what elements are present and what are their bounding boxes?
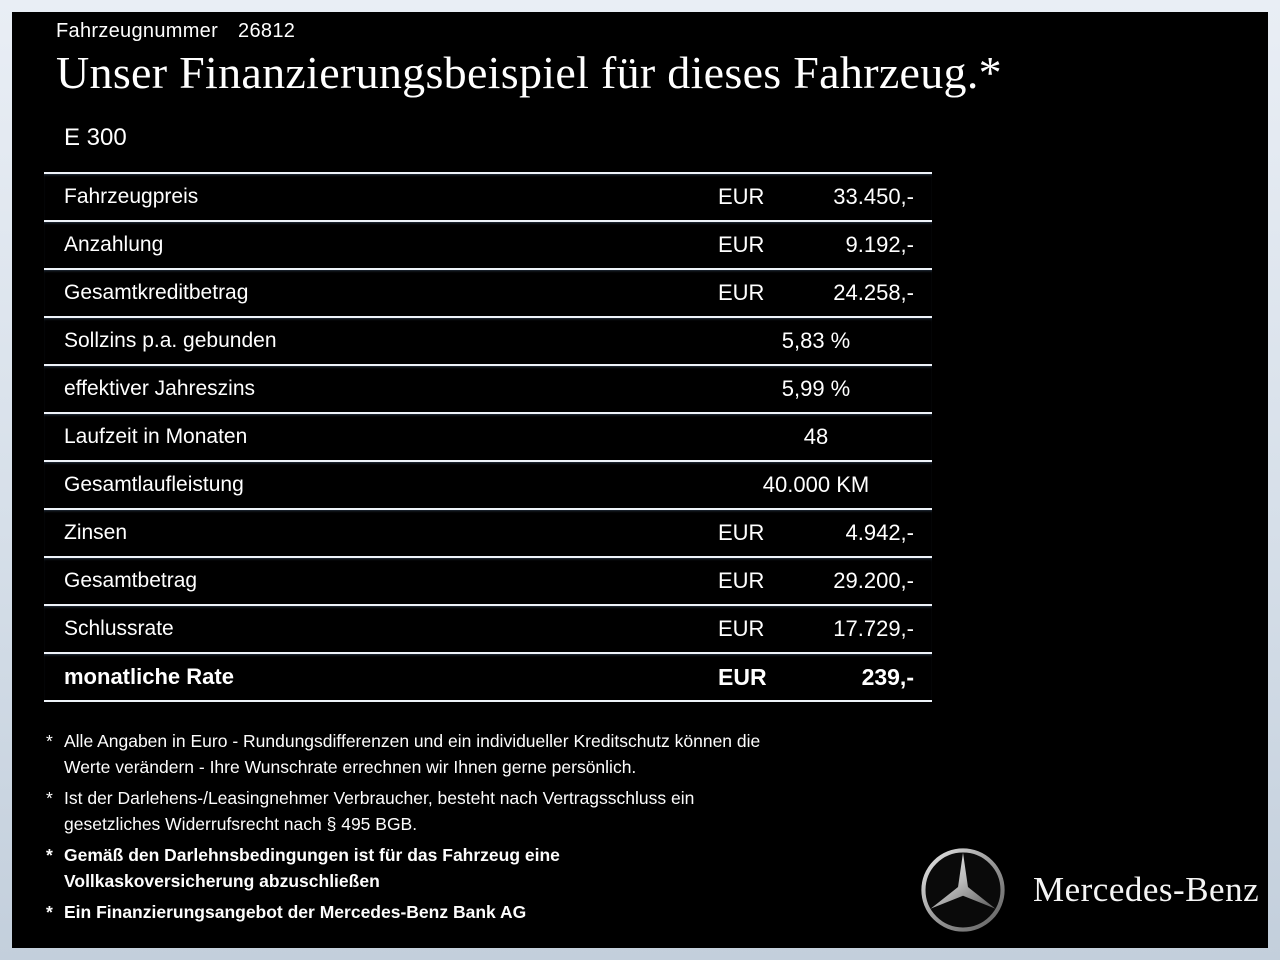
currency-code: EUR (718, 663, 767, 690)
brand: Mercedes-Benz (917, 844, 1259, 936)
currency-code: EUR (718, 280, 765, 305)
row-label: Schlussrate (64, 617, 174, 640)
footnote-marker: * (46, 731, 53, 751)
table-row: Anzahlung EUR 9.192,- (44, 220, 932, 268)
footnote: * Ein Finanzierungsangebot der Mercedes-… (46, 899, 951, 925)
table-row: Laufzeit in Monaten 48 (44, 412, 932, 460)
table-row: Gesamtlaufleistung 40.000 KM (44, 460, 932, 508)
finance-table: Fahrzeugpreis EUR 33.450,- Anzahlung EUR 9… (44, 172, 932, 702)
row-value: 9.192,- (845, 232, 915, 257)
footnote: * Gemäß den Darlehnsbedingungen ist für … (46, 842, 951, 894)
table-row: Gesamtbetrag EUR 29.200,- (44, 556, 932, 604)
currency-code: EUR (718, 232, 765, 257)
footnote-marker: * (46, 902, 53, 922)
row-value: 40.000 KM (762, 472, 870, 497)
row-label: Gesamtbetrag (64, 569, 198, 592)
finance-sheet: Fahrzeugnummer 26812 Unser Finanzierungsb… (12, 12, 1268, 948)
table-row-monthly-rate: monatliche Rate EUR 239,- (44, 652, 932, 700)
row-value: 29.200,- (833, 568, 914, 593)
currency-code: EUR (718, 520, 765, 545)
footnote-text: Gemäß den Darlehnsbedingungen ist für da… (64, 845, 560, 891)
table-row: effektiver Jahreszins 5,99 % (44, 364, 932, 412)
table-row: Schlussrate EUR 17.729,- (44, 604, 932, 652)
mercedes-star-icon (921, 848, 1005, 932)
vehicle-number-value: 26812 (238, 20, 296, 42)
row-label: Fahrzeugpreis (64, 185, 199, 208)
vehicle-number: Fahrzeugnummer 26812 (56, 20, 295, 43)
footnotes: * Alle Angaben in Euro - Rundungsdiffere… (46, 728, 951, 930)
row-value: 33.450,- (833, 184, 914, 209)
footnote: * Alle Angaben in Euro - Rundungsdiffere… (46, 728, 951, 780)
footnote-text: Ein Finanzierungsangebot der Mercedes-Be… (64, 902, 527, 922)
row-value: 17.729,- (833, 616, 914, 641)
currency-code: EUR (718, 184, 765, 209)
page-title: Unser Finanzierungsbeispiel für dieses F… (56, 47, 1002, 98)
row-label: monatliche Rate (64, 664, 234, 689)
vehicle-number-label: Fahrzeugnummer (56, 20, 219, 42)
row-label: Anzahlung (64, 233, 164, 256)
footnote-marker: * (46, 788, 53, 808)
table-row: Gesamtkreditbetrag EUR 24.258,- (44, 268, 932, 316)
row-label: Zinsen (64, 521, 128, 544)
row-label: Laufzeit in Monaten (64, 425, 248, 448)
currency-code: EUR (718, 568, 765, 593)
row-value: 48 (803, 424, 829, 449)
row-value: 239,- (861, 663, 914, 690)
row-label: Sollzins p.a. gebunden (64, 329, 277, 352)
table-row: Fahrzeugpreis EUR 33.450,- (44, 172, 932, 220)
model-name: E 300 (64, 124, 127, 151)
row-label: Gesamtlaufleistung (64, 473, 244, 496)
row-value: 5,83 % (781, 328, 851, 353)
row-label: Gesamtkreditbetrag (64, 281, 249, 304)
table-row: Zinsen EUR 4.942,- (44, 508, 932, 556)
footnote-text: Ist der Darlehens-/Leasingnehmer Verbrau… (64, 788, 695, 834)
currency-code: EUR (718, 616, 765, 641)
row-value: 24.258,- (833, 280, 914, 305)
footnote-text: Alle Angaben in Euro - Rundungsdifferenz… (64, 731, 761, 777)
brand-name: Mercedes-Benz (1033, 870, 1260, 909)
row-label: effektiver Jahreszins (64, 377, 256, 400)
footnote: * Ist der Darlehens-/Leasingnehmer Verbr… (46, 785, 951, 837)
row-value: 5,99 % (781, 376, 851, 401)
table-row: Sollzins p.a. gebunden 5,83 % (44, 316, 932, 364)
footnote-marker: * (46, 845, 53, 865)
row-value: 4.942,- (845, 520, 915, 545)
